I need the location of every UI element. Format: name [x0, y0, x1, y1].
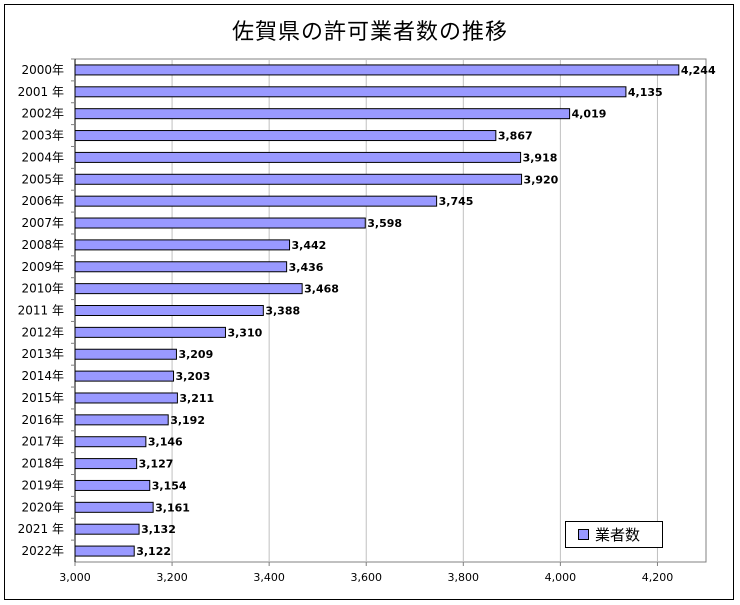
category-label: 2020年: [21, 500, 64, 514]
x-tick-label: 3,600: [350, 571, 382, 584]
data-label: 3,918: [523, 151, 558, 164]
bar: [74, 261, 288, 273]
category-label: 2021 年: [18, 522, 64, 536]
chart-title: 佐賀県の許可業者数の推移: [231, 20, 508, 45]
bar: [74, 436, 147, 448]
x-tick-label: 4,200: [642, 571, 674, 584]
category-label: 2014年: [21, 369, 64, 383]
bar: [74, 370, 175, 382]
data-label: 3,745: [439, 195, 474, 208]
category-label: 2015年: [21, 391, 64, 405]
category-label: 2013年: [21, 347, 64, 361]
bar: [74, 458, 138, 470]
category-label: 2012年: [21, 325, 64, 339]
bar: [74, 64, 680, 76]
category-label: 2010年: [21, 282, 64, 296]
legend: 業者数: [565, 521, 663, 548]
data-label: 3,211: [179, 392, 214, 405]
data-label: 3,867: [498, 130, 533, 143]
bar: [74, 130, 497, 142]
bar: [74, 283, 303, 295]
data-label: 4,135: [628, 86, 663, 99]
bar: [74, 195, 438, 207]
x-tick-label: 3,400: [253, 571, 285, 584]
chart-frame: [4, 4, 734, 600]
bar: [74, 239, 291, 251]
category-label: 2017年: [21, 435, 64, 449]
bar: [74, 414, 169, 426]
category-label: 2007年: [21, 216, 64, 230]
bar: [74, 501, 154, 513]
category-label: 2016年: [21, 413, 64, 427]
data-label: 4,244: [681, 64, 716, 77]
bar: [74, 326, 226, 338]
category-label: 2019年: [21, 478, 64, 492]
data-label: 3,468: [304, 283, 339, 296]
category-label: 2009年: [21, 260, 64, 274]
bar: [74, 173, 523, 185]
data-label: 3,146: [148, 436, 183, 449]
bar: [74, 151, 522, 163]
bar: [74, 86, 627, 98]
data-label: 3,192: [170, 414, 205, 427]
data-label: 3,132: [141, 523, 176, 536]
data-label: 3,310: [227, 326, 262, 339]
data-label: 3,920: [524, 173, 559, 186]
data-label: 3,598: [367, 217, 402, 230]
data-label: 3,442: [292, 239, 327, 252]
bar: [74, 108, 571, 120]
category-label: 2011 年: [18, 304, 64, 318]
category-label: 2001 年: [18, 85, 64, 99]
x-tick-label: 3,200: [156, 571, 188, 584]
bar: [74, 392, 178, 404]
bar: [74, 217, 366, 229]
data-label: 3,388: [265, 305, 300, 318]
data-label: 3,161: [155, 501, 190, 514]
x-tick-label: 3,000: [59, 571, 91, 584]
x-tick-label: 3,800: [448, 571, 480, 584]
data-label: 4,019: [572, 108, 607, 121]
data-label: 3,203: [176, 370, 211, 383]
data-label: 3,122: [136, 545, 171, 558]
category-label: 2008年: [21, 238, 64, 252]
bar: [74, 545, 135, 557]
legend-label: 業者数: [595, 526, 641, 544]
category-label: 2018年: [21, 457, 64, 471]
category-label: 2000年: [21, 63, 64, 77]
bar: [74, 348, 177, 360]
x-tick-label: 4,000: [545, 571, 577, 584]
data-label: 3,209: [178, 348, 213, 361]
data-label: 3,436: [289, 261, 324, 274]
data-label: 3,154: [152, 479, 187, 492]
data-label: 3,127: [139, 458, 174, 471]
category-label: 2006年: [21, 194, 64, 208]
category-label: 2003年: [21, 129, 64, 143]
category-label: 2005年: [21, 172, 64, 186]
category-label: 2022年: [21, 544, 64, 558]
category-label: 2002年: [21, 107, 64, 121]
bar: [74, 305, 264, 316]
bar: [74, 523, 140, 535]
bar: [74, 479, 151, 491]
legend-swatch: [578, 529, 589, 540]
category-label: 2004年: [21, 150, 64, 164]
